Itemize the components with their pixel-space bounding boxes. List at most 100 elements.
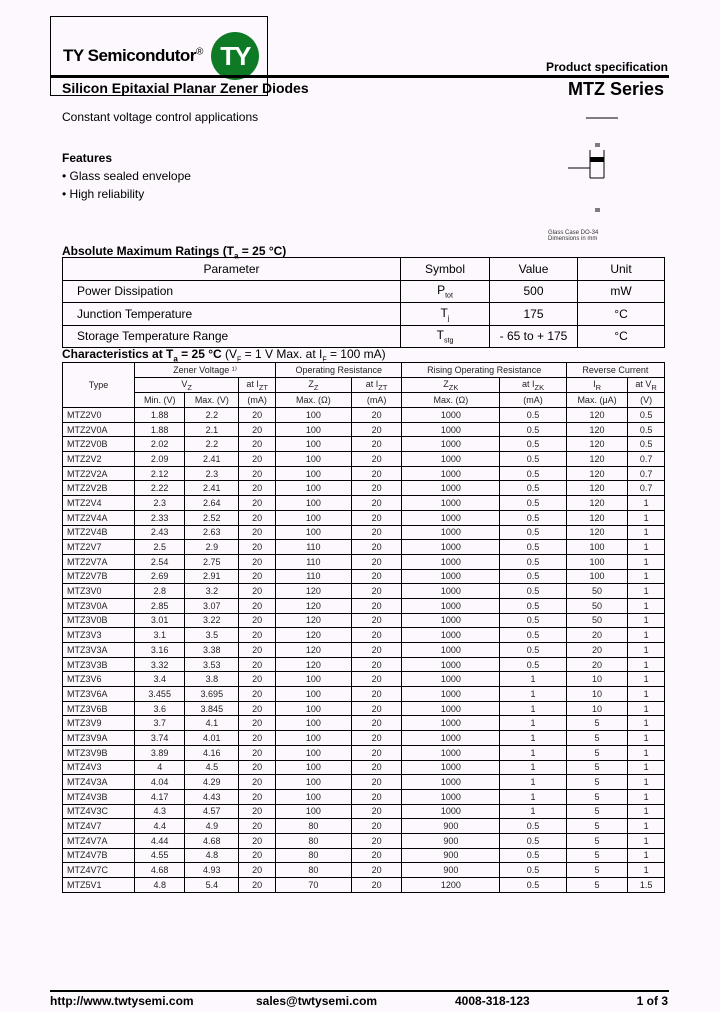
value-cell: 5 [565,774,629,790]
value-cell: 2.54 [133,554,186,570]
value-cell: 20 [238,789,277,805]
value-cell: 2.75 [184,554,240,570]
features-heading: Features [62,151,113,165]
value-cell: 1000 [401,510,501,525]
value-cell: 1000 [401,480,501,496]
email-link[interactable]: sales@twtysemi.com [256,994,378,1008]
type-cell: MTZ4V7 [62,818,135,834]
value-cell: 120 [275,657,352,672]
table-row: MTZ4V7C 4.68 4.93 20 80 20 900 0.5 5 1 [62,862,665,878]
value-cell: 1200 [401,877,501,893]
value-cell: 1.88 [133,422,186,437]
value-cell: 0.5 [499,642,567,658]
value-cell: 1000 [401,422,501,437]
value-cell: 0.5 [499,833,567,849]
value-cell: 5 [565,730,629,746]
value-cell: 120 [565,480,629,496]
table-row: MTZ2V2 2.09 2.41 20 100 20 1000 0.5 120 0.7 [62,451,665,467]
value-cell: 120 [275,627,352,643]
value-cell: 100 [275,495,352,511]
table-row: MTZ2V2A 2.12 2.3 20 100 20 1000 0.5 120 0.7 [62,466,665,481]
column-header: Type [62,362,135,408]
value-cell: 1 [627,818,665,834]
value-cell: 0.5 [627,407,665,423]
table-row: MTZ4V3B 4.17 4.43 20 100 20 1000 1 5 1 [62,789,665,805]
unit-header: Max. (Ω) [275,392,352,408]
value-cell: 5 [565,715,629,731]
characteristics-heading: Characteristics at Ta = 25 °C (VF = 1 V … [62,347,386,364]
package-caption: Dimensions in mm [548,236,598,242]
unit-cell: °C [577,302,665,326]
value-cell: 3.53 [184,657,240,672]
value-cell: 100 [275,715,352,731]
type-cell: MTZ3V3 [62,627,135,643]
unit-cell: mW [577,279,665,303]
value-cell: 20 [238,525,277,540]
symbol-cell: Ptot [400,279,490,303]
series-name: MTZ Series [567,79,664,99]
header-divider [50,75,669,78]
value-cell: 0.5 [499,862,567,878]
unit-header: (mA) [350,392,403,408]
value-cell: 5 [565,804,629,819]
value-cell: 2.63 [184,525,240,540]
value-cell: 0.5 [499,848,567,863]
type-cell: MTZ2V0 [62,407,135,423]
type-cell: MTZ3V9B [62,745,135,760]
value-cell: 110 [275,569,352,584]
page-number: 1 of 3 [636,994,668,1008]
symbol-cell: Tj [400,302,490,326]
website-link[interactable]: http://www.twtysemi.com [50,994,194,1008]
table-row: MTZ2V2B 2.22 2.41 20 100 20 1000 0.5 120 0.7 [62,480,665,496]
value-cell: 1000 [401,466,501,481]
value-cell: 50 [565,598,629,614]
column-header: at IZT [238,377,277,393]
value-cell: 20 [238,760,277,775]
value-cell: 4.43 [184,789,240,805]
value-cell: 20 [350,789,403,805]
type-cell: MTZ2V2B [62,480,135,496]
value-cell: 20 [350,774,403,790]
value-cell: 100 [565,539,629,555]
document-title: Silicon Epitaxial Planar Zener Diodes [62,80,309,96]
type-cell: MTZ2V4A [62,510,135,525]
type-cell: MTZ3V3A [62,642,135,658]
parameter-cell: Junction Temperature [62,302,401,326]
column-header: Parameter [62,257,401,281]
value-cell: 10 [565,671,629,687]
column-header: Symbol [400,257,490,281]
value-cell: 4.29 [184,774,240,790]
value-cell: 2.52 [184,510,240,525]
value-cell: 0.5 [499,657,567,672]
value-cell: 100 [275,525,352,540]
value-cell: 100 [565,569,629,584]
value-cell: 4.8 [133,877,186,893]
type-cell: MTZ4V7C [62,862,135,878]
value-cell: 20 [350,495,403,511]
column-header: Zener Voltage ¹⁾ [133,362,277,378]
table-row: MTZ4V7A 4.44 4.68 20 80 20 900 0.5 5 1 [62,833,665,849]
value-cell: 1000 [401,407,501,423]
table-row: Junction Temperature Tj 175 °C [62,302,665,326]
package-drawing: Glass Case DO-34 Dimensions in mm [548,108,638,248]
value-cell: 20 [350,627,403,643]
value-cell: 20 [350,730,403,746]
value-cell: 4.3 [133,804,186,819]
type-cell: MTZ2V0B [62,436,135,452]
value-cell: 20 [565,627,629,643]
subtitle: Constant voltage control applications [62,110,259,124]
type-cell: MTZ3V3B [62,657,135,672]
symbol-cell: Tstg [400,324,490,348]
value-cell: 1 [627,642,665,658]
value-cell: 4 [133,760,186,775]
value-cell: 3.455 [133,686,186,702]
value-cell: 20 [350,539,403,555]
value-cell: 2.41 [184,451,240,467]
value-cell: 20 [238,510,277,525]
value-cell: 1 [627,554,665,570]
value-cell: 3.16 [133,642,186,658]
value-cell: 120 [565,436,629,452]
value-cell: 100 [275,701,352,716]
value-cell: 20 [350,804,403,819]
value-cell: 1000 [401,760,501,775]
